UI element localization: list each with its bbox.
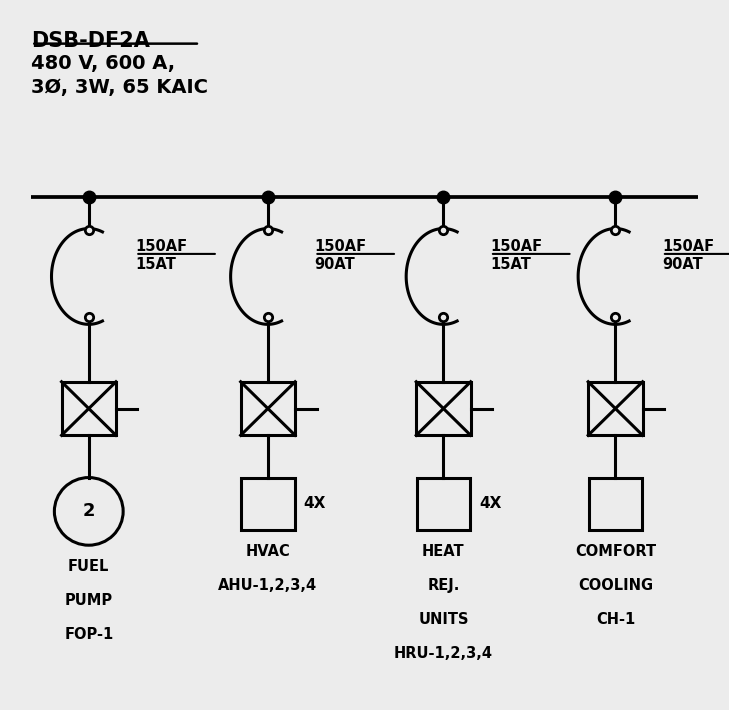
Text: 2: 2 xyxy=(82,503,95,520)
Text: HEAT: HEAT xyxy=(422,545,465,559)
Text: CH-1: CH-1 xyxy=(596,612,635,627)
Text: 150AF: 150AF xyxy=(314,239,367,254)
Text: 150AF: 150AF xyxy=(662,239,714,254)
Text: HRU-1,2,3,4: HRU-1,2,3,4 xyxy=(394,646,493,661)
Text: FUEL: FUEL xyxy=(68,559,109,574)
Text: 150AF: 150AF xyxy=(136,239,187,254)
Text: DSB-DF2A: DSB-DF2A xyxy=(31,31,150,51)
Text: COMFORT: COMFORT xyxy=(575,545,656,559)
Text: REJ.: REJ. xyxy=(427,579,459,594)
Text: 90AT: 90AT xyxy=(314,257,355,272)
Text: 15AT: 15AT xyxy=(136,257,176,272)
Text: UNITS: UNITS xyxy=(418,612,469,627)
Text: 15AT: 15AT xyxy=(490,257,531,272)
Text: HVAC: HVAC xyxy=(246,545,290,559)
Text: 90AT: 90AT xyxy=(662,257,703,272)
Text: FOP-1: FOP-1 xyxy=(64,627,114,642)
Text: PUMP: PUMP xyxy=(65,593,113,608)
Text: 150AF: 150AF xyxy=(490,239,542,254)
Text: 3Ø, 3W, 65 KAIC: 3Ø, 3W, 65 KAIC xyxy=(31,78,208,97)
Text: 4X: 4X xyxy=(303,496,326,511)
Text: AHU-1,2,3,4: AHU-1,2,3,4 xyxy=(218,579,317,594)
Text: 480 V, 600 A,: 480 V, 600 A, xyxy=(31,54,176,73)
Text: 4X: 4X xyxy=(479,496,502,511)
Text: COOLING: COOLING xyxy=(578,579,653,594)
